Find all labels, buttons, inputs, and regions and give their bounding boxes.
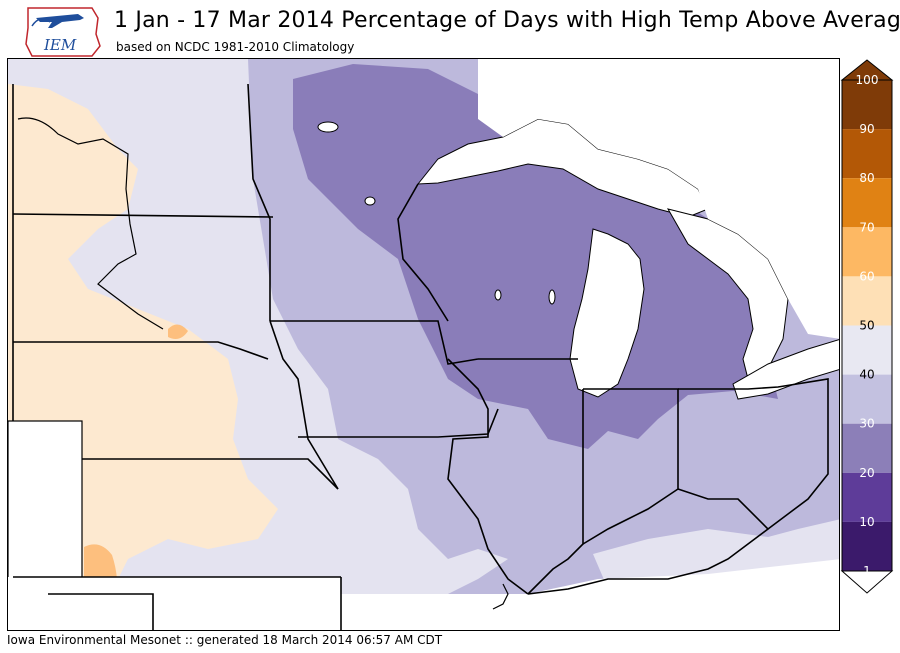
colorbar-tick-label: 20 — [859, 466, 874, 480]
state-boundaries — [12, 83, 829, 630]
lake-michigan — [569, 228, 645, 398]
colorbar-segment — [842, 472, 892, 522]
colorbar-segment — [842, 325, 892, 375]
ontario-canada — [478, 59, 839, 339]
band-60-70-nebraska — [168, 324, 188, 339]
colorbar-bottom-arrow — [840, 570, 894, 594]
colorbar-segment — [842, 374, 892, 424]
small-lakes — [317, 121, 556, 305]
logo-text: IEM — [43, 36, 77, 54]
map-subtitle: based on NCDC 1981-2010 Climatology — [116, 40, 355, 54]
colorbar-segment — [842, 178, 892, 228]
colorbar-tick-label: 90 — [859, 122, 874, 136]
no-data-south — [8, 577, 341, 630]
colorbar-segment — [842, 80, 892, 130]
footer-credit: Iowa Environmental Mesonet :: generated … — [7, 633, 443, 647]
colorbar-tick-label: 60 — [859, 269, 874, 283]
iem-logo: IEM — [22, 4, 104, 59]
band-20-30-core — [293, 64, 778, 449]
lake-erie — [732, 339, 839, 400]
rivers — [17, 117, 509, 610]
colorbar-segment — [842, 521, 892, 571]
colorbar-tick-label: 40 — [859, 368, 874, 382]
colorbar-tick-label: 1 — [863, 564, 871, 578]
map-title: 1 Jan - 17 Mar 2014 Percentage of Days w… — [114, 8, 900, 33]
colorbar-legend: 100 90 80 70 60 50 40 30 20 10 1 — [836, 58, 900, 603]
colorbar-segment — [842, 227, 892, 277]
colorbar-tick-label: 100 — [856, 73, 879, 87]
colorbar-tick-label: 10 — [859, 515, 874, 529]
map-area — [7, 58, 840, 631]
colorbar-tick-label: 50 — [859, 319, 874, 333]
no-data-southeast — [341, 559, 839, 630]
no-data-west — [8, 420, 83, 582]
colorbar-tick-label: 70 — [859, 220, 874, 234]
colorbar-segment — [842, 129, 892, 179]
colorbar-tick-label: 80 — [859, 171, 874, 185]
colorbar-tick-label: 30 — [859, 417, 874, 431]
colorbar-segment — [842, 423, 892, 473]
colorbar-segment — [842, 276, 892, 326]
